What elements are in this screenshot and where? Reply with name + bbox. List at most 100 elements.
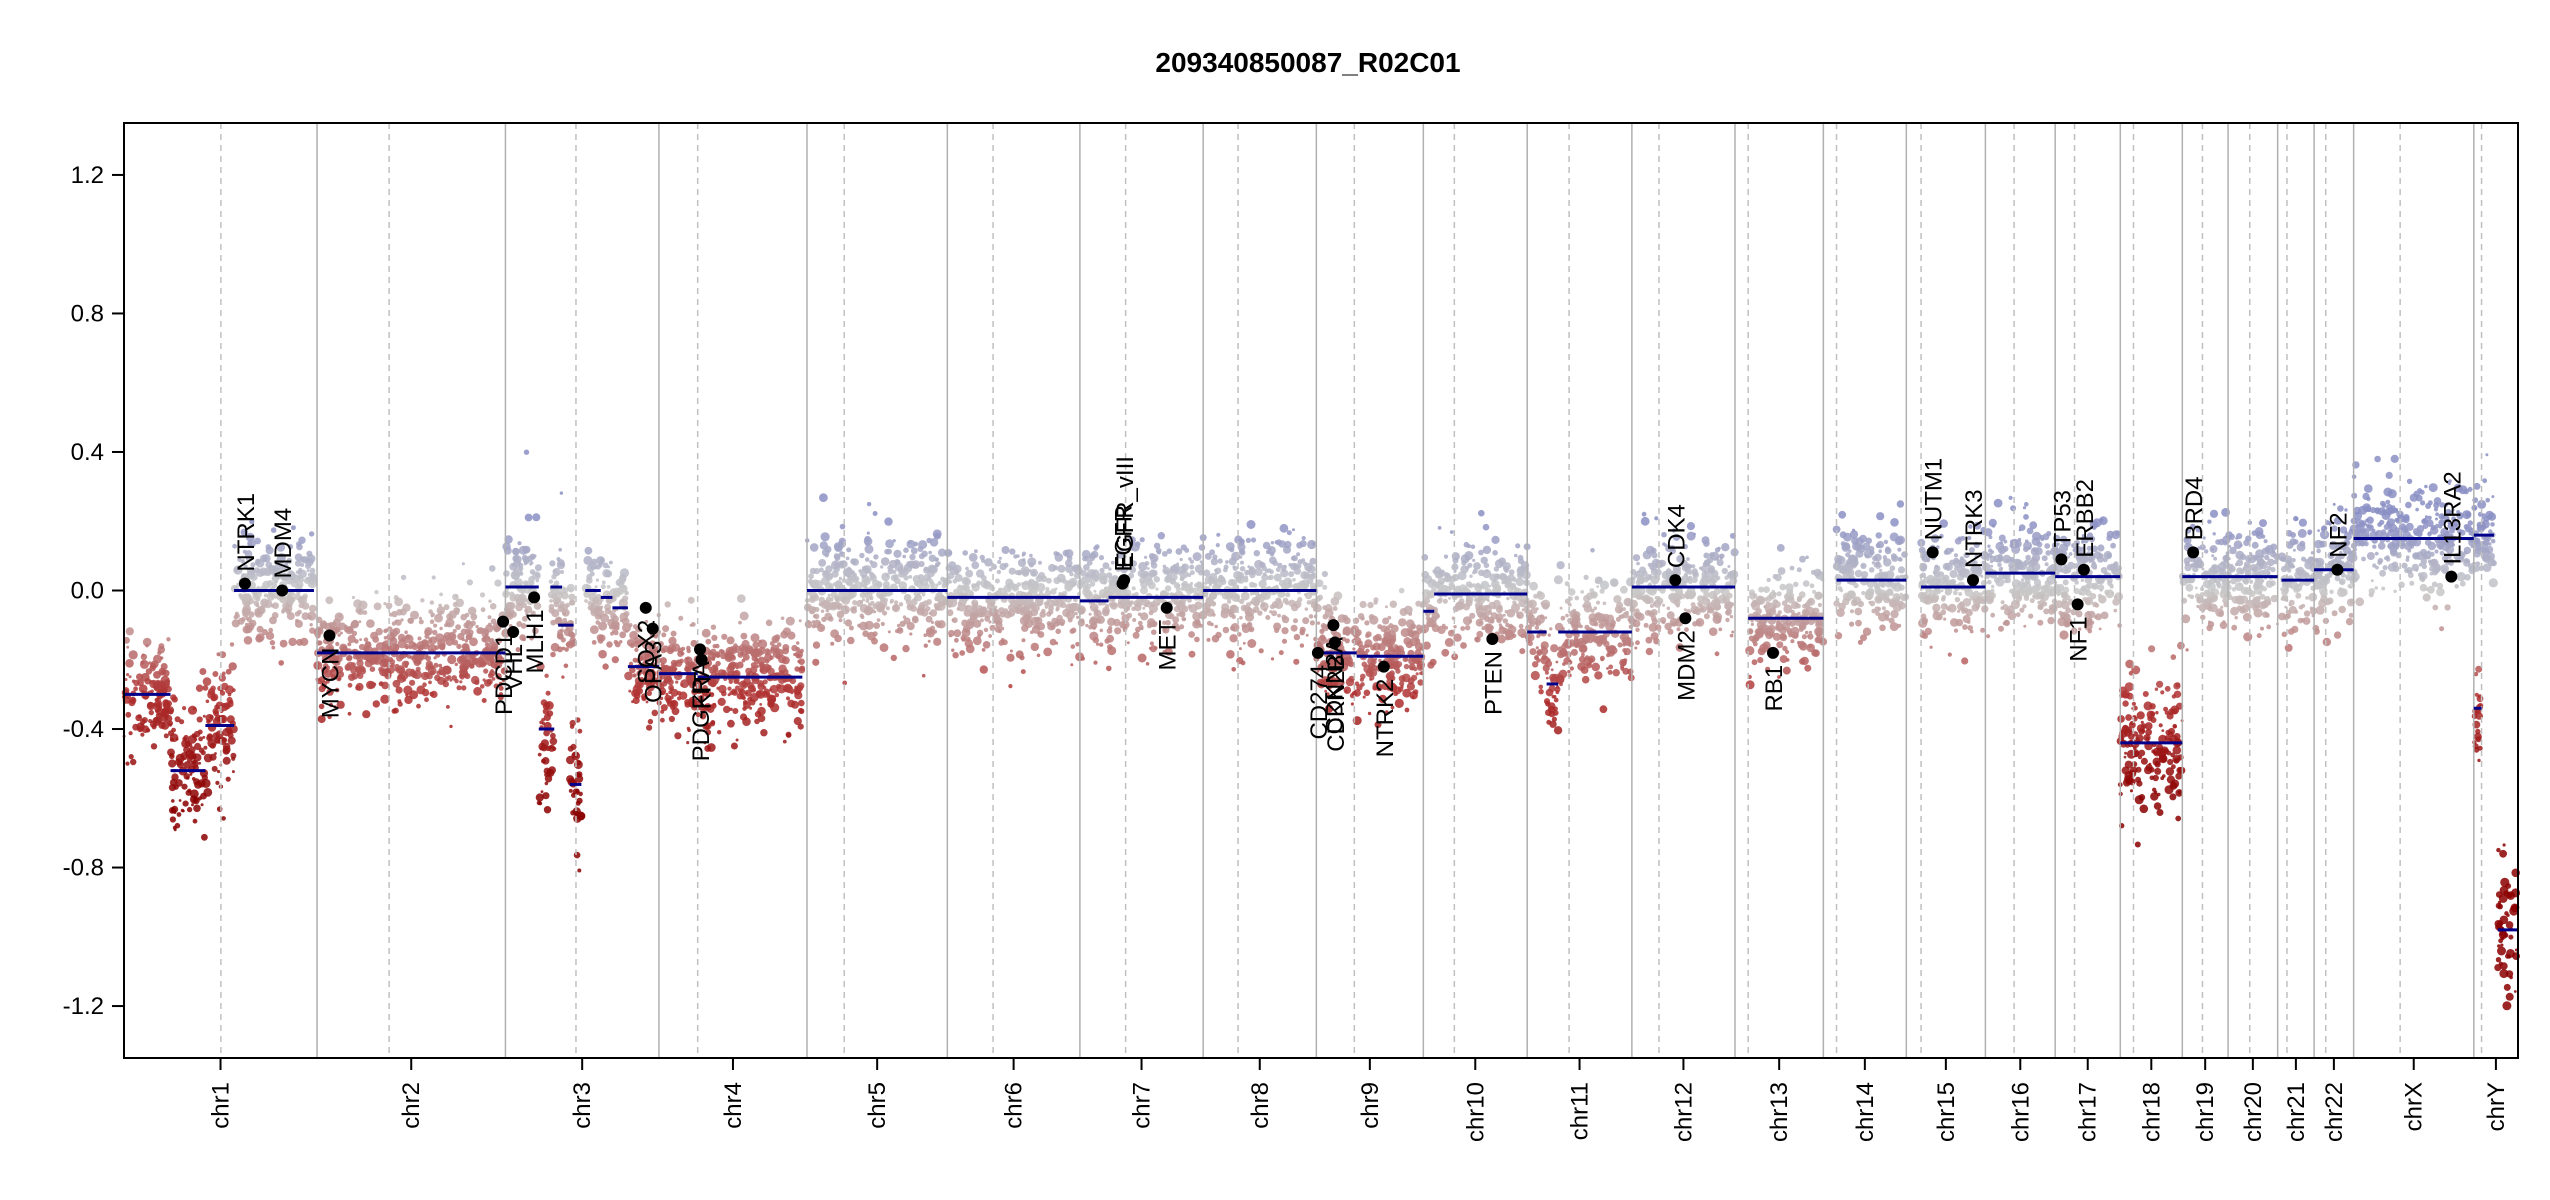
probe-point — [529, 562, 532, 566]
probe-point — [700, 708, 705, 714]
probe-point — [178, 799, 182, 802]
probe-point — [489, 565, 496, 572]
probe-point — [856, 600, 863, 607]
probe-point — [1228, 557, 1237, 566]
probe-point — [819, 493, 828, 503]
probe-point — [866, 501, 872, 507]
probe-point — [201, 833, 208, 841]
probe-point — [1571, 618, 1579, 625]
probe-point — [1507, 574, 1515, 582]
probe-point — [1754, 637, 1759, 642]
probe-point — [1292, 528, 1295, 532]
probe-point — [284, 595, 293, 603]
probe-point — [916, 607, 925, 616]
probe-point — [290, 525, 296, 531]
probe-point — [169, 816, 176, 823]
probe-point — [427, 643, 437, 653]
probe-point — [1437, 526, 1442, 530]
probe-point — [786, 696, 790, 701]
probe-point — [1248, 567, 1257, 575]
probe-point — [210, 685, 216, 692]
probe-point — [1049, 638, 1057, 646]
probe-point — [1553, 706, 1558, 712]
probe-point — [522, 594, 526, 598]
probe-point — [587, 604, 594, 611]
probe-point — [456, 685, 462, 691]
probe-point — [173, 828, 177, 832]
probe-point — [1180, 612, 1185, 618]
probe-point — [190, 759, 199, 768]
probe-point — [329, 625, 333, 629]
probe-point — [125, 761, 130, 766]
probe-point — [1093, 545, 1099, 551]
probe-point — [1293, 633, 1301, 641]
probe-point — [1222, 626, 1230, 634]
probe-point — [1884, 547, 1892, 555]
probe-point — [1267, 576, 1271, 580]
probe-point — [362, 710, 371, 719]
probe-point — [515, 647, 521, 653]
probe-point — [755, 664, 759, 669]
probe-point — [1874, 561, 1879, 566]
probe-point — [853, 576, 860, 582]
probe-point — [1242, 641, 1246, 645]
probe-point — [1697, 601, 1703, 607]
probe-point — [710, 624, 717, 630]
probe-point — [1469, 612, 1476, 619]
probe-point — [136, 673, 143, 681]
probe-point — [727, 719, 735, 728]
probe-point — [1582, 604, 1586, 608]
probe-point — [232, 543, 238, 549]
probe-point — [1357, 613, 1365, 620]
probe-point — [1546, 719, 1552, 725]
probe-point — [982, 641, 991, 649]
probe-point — [1390, 624, 1399, 633]
probe-point — [869, 560, 873, 564]
probe-point — [1801, 634, 1807, 640]
probe-point — [1248, 626, 1255, 633]
probe-point — [882, 581, 890, 588]
probe-point — [168, 708, 174, 715]
probe-point — [347, 682, 353, 688]
probe-point — [434, 645, 440, 650]
probe-point — [193, 804, 201, 813]
probe-point — [1593, 621, 1599, 627]
probe-point — [560, 603, 568, 612]
probe-point — [617, 582, 621, 586]
probe-point — [1758, 586, 1765, 593]
probe-point — [552, 569, 557, 573]
probe-point — [1044, 590, 1052, 597]
probe-point — [500, 660, 504, 664]
probe-point — [812, 641, 821, 649]
probe-point — [633, 640, 642, 648]
probe-point — [150, 743, 158, 750]
probe-point — [1164, 585, 1172, 592]
probe-point — [1421, 554, 1429, 561]
probe-point — [1602, 601, 1607, 606]
probe-point — [418, 616, 422, 620]
probe-point — [1279, 523, 1289, 533]
probe-point — [325, 679, 330, 684]
probe-point — [1092, 574, 1099, 581]
probe-point — [1212, 613, 1216, 617]
probe-point — [1204, 552, 1212, 560]
probe-point — [923, 643, 928, 648]
probe-point — [921, 550, 928, 558]
probe-point — [1850, 609, 1854, 614]
probe-point — [195, 684, 204, 692]
probe-point — [1776, 619, 1781, 624]
probe-point — [1766, 577, 1771, 583]
probe-point — [126, 645, 130, 649]
probe-point — [1088, 554, 1096, 562]
probe-point — [540, 790, 544, 794]
probe-point — [369, 666, 376, 672]
probe-point — [465, 634, 472, 641]
probe-point — [265, 631, 275, 640]
probe-point — [1662, 603, 1666, 607]
probe-point — [1296, 542, 1303, 549]
probe-point — [1536, 614, 1545, 624]
probe-point — [1898, 600, 1904, 606]
probe-point — [721, 633, 728, 640]
probe-point — [1567, 669, 1571, 674]
probe-point — [1030, 616, 1040, 626]
